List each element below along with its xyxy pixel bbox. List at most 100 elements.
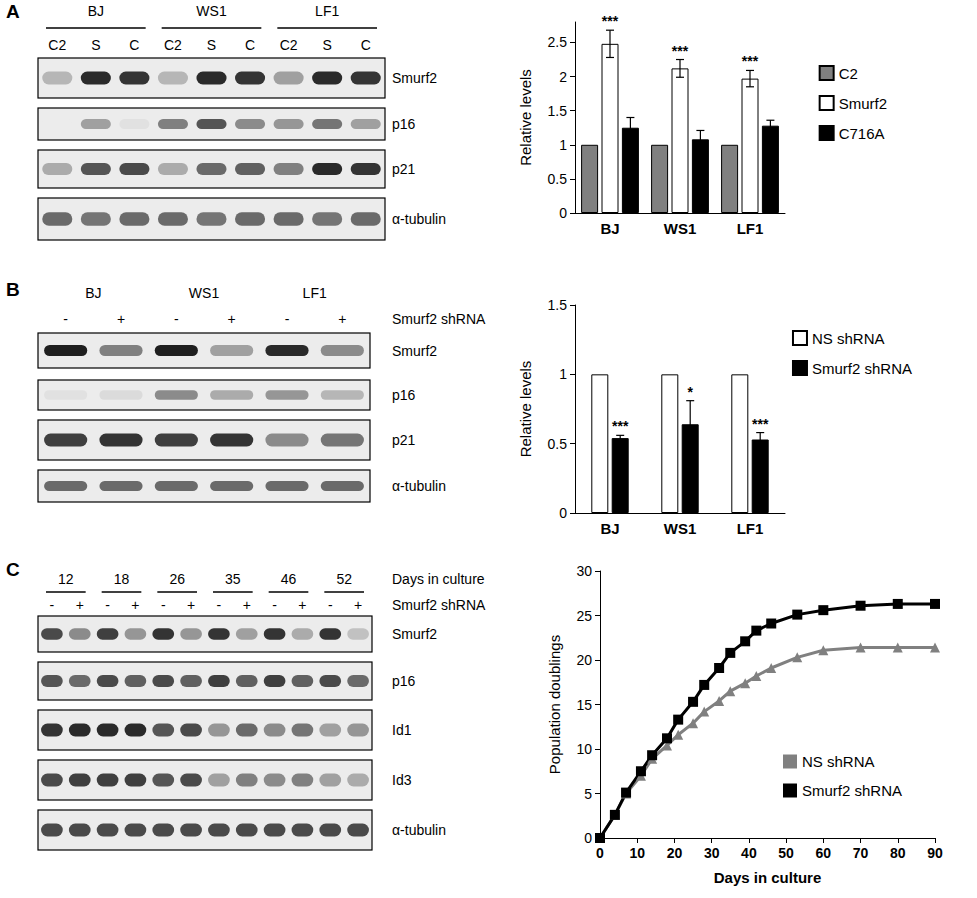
- svg-text:50: 50: [778, 845, 794, 861]
- svg-text:Smurf2: Smurf2: [392, 626, 437, 642]
- svg-text:0.5: 0.5: [548, 436, 568, 452]
- svg-text:-: -: [63, 311, 68, 327]
- svg-text:0: 0: [559, 205, 567, 221]
- svg-text:Smurf2: Smurf2: [392, 343, 437, 359]
- svg-text:Population doublings: Population doublings: [546, 635, 563, 774]
- svg-text:LF1: LF1: [737, 220, 764, 237]
- svg-text:0: 0: [559, 505, 567, 521]
- svg-text:p16: p16: [392, 116, 416, 132]
- svg-text:Smurf2 shRNA: Smurf2 shRNA: [812, 360, 912, 377]
- svg-text:40: 40: [741, 845, 757, 861]
- svg-text:***: ***: [752, 416, 769, 432]
- svg-text:25: 25: [576, 608, 592, 624]
- svg-text:NS shRNA: NS shRNA: [812, 330, 885, 347]
- svg-text:NS shRNA: NS shRNA: [802, 753, 875, 770]
- svg-text:C2: C2: [280, 37, 298, 53]
- svg-text:10: 10: [629, 845, 645, 861]
- svg-text:+: +: [354, 597, 362, 613]
- svg-text:15: 15: [576, 697, 592, 713]
- svg-text:p16: p16: [392, 387, 416, 403]
- svg-text:-: -: [217, 597, 222, 613]
- svg-text:Smurf2: Smurf2: [392, 70, 437, 86]
- svg-text:*: *: [687, 384, 693, 400]
- svg-text:Relative levels: Relative levels: [517, 361, 534, 458]
- svg-text:-: -: [272, 597, 277, 613]
- svg-text:-: -: [50, 597, 55, 613]
- svg-text:+: +: [187, 597, 195, 613]
- svg-text:-: -: [161, 597, 166, 613]
- svg-text:C: C: [129, 37, 139, 53]
- svg-text:90: 90: [927, 845, 943, 861]
- svg-text:α-tubulin: α-tubulin: [392, 822, 446, 838]
- svg-text:2: 2: [559, 69, 567, 85]
- svg-text:BJ: BJ: [600, 220, 619, 237]
- svg-text:Days in culture: Days in culture: [392, 571, 485, 587]
- svg-text:+: +: [228, 311, 236, 327]
- svg-text:B: B: [6, 279, 20, 300]
- svg-text:30: 30: [576, 563, 592, 579]
- svg-text:C2: C2: [839, 65, 858, 82]
- svg-text:80: 80: [890, 845, 906, 861]
- svg-text:***: ***: [612, 418, 629, 434]
- svg-text:S: S: [91, 37, 100, 53]
- svg-text:0: 0: [596, 845, 604, 861]
- svg-text:***: ***: [602, 13, 619, 29]
- svg-text:0: 0: [584, 830, 592, 846]
- svg-text:α-tubulin: α-tubulin: [392, 211, 446, 227]
- svg-text:WS1: WS1: [196, 3, 227, 19]
- svg-text:18: 18: [114, 571, 130, 587]
- svg-text:Smurf2: Smurf2: [839, 95, 887, 112]
- svg-text:LF1: LF1: [737, 520, 764, 537]
- svg-text:p21: p21: [392, 161, 416, 177]
- svg-text:***: ***: [742, 53, 759, 69]
- svg-text:1.5: 1.5: [548, 297, 568, 313]
- svg-text:60: 60: [816, 845, 832, 861]
- svg-text:Id1: Id1: [392, 722, 412, 738]
- svg-text:20: 20: [667, 845, 683, 861]
- svg-text:BJ: BJ: [85, 285, 101, 301]
- svg-text:LF1: LF1: [315, 3, 339, 19]
- svg-text:1: 1: [559, 366, 567, 382]
- svg-text:p16: p16: [392, 673, 416, 689]
- svg-text:Days in culture: Days in culture: [714, 869, 822, 886]
- svg-text:+: +: [298, 597, 306, 613]
- svg-text:Id3: Id3: [392, 772, 412, 788]
- svg-text:1.5: 1.5: [548, 103, 568, 119]
- svg-text:2.5: 2.5: [548, 34, 568, 50]
- svg-text:WS1: WS1: [664, 520, 697, 537]
- svg-text:46: 46: [281, 571, 297, 587]
- svg-text:p21: p21: [392, 432, 416, 448]
- svg-text:Smurf2 shRNA: Smurf2 shRNA: [392, 311, 486, 327]
- svg-text:WS1: WS1: [664, 220, 697, 237]
- svg-text:30: 30: [704, 845, 720, 861]
- svg-text:C2: C2: [164, 37, 182, 53]
- svg-text:A: A: [6, 1, 20, 22]
- svg-text:10: 10: [576, 741, 592, 757]
- svg-text:-: -: [285, 311, 290, 327]
- svg-text:+: +: [117, 311, 125, 327]
- svg-text:C716A: C716A: [839, 125, 885, 142]
- svg-text:WS1: WS1: [189, 285, 220, 301]
- svg-text:52: 52: [336, 571, 352, 587]
- svg-text:1: 1: [559, 137, 567, 153]
- svg-text:35: 35: [225, 571, 241, 587]
- svg-text:+: +: [76, 597, 84, 613]
- svg-text:-: -: [105, 597, 110, 613]
- svg-text:BJ: BJ: [600, 520, 619, 537]
- svg-text:-: -: [174, 311, 179, 327]
- svg-text:C2: C2: [48, 37, 66, 53]
- svg-text:0.5: 0.5: [548, 171, 568, 187]
- svg-text:***: ***: [672, 43, 689, 59]
- svg-text:+: +: [338, 311, 346, 327]
- svg-text:S: S: [322, 37, 331, 53]
- svg-text:C: C: [245, 37, 255, 53]
- svg-text:-: -: [328, 597, 333, 613]
- svg-text:α-tubulin: α-tubulin: [392, 478, 446, 494]
- svg-text:26: 26: [169, 571, 185, 587]
- svg-text:5: 5: [584, 786, 592, 802]
- svg-text:70: 70: [853, 845, 869, 861]
- svg-text:S: S: [207, 37, 216, 53]
- svg-text:+: +: [243, 597, 251, 613]
- svg-text:Relative levels: Relative levels: [517, 69, 534, 166]
- svg-text:BJ: BJ: [88, 3, 104, 19]
